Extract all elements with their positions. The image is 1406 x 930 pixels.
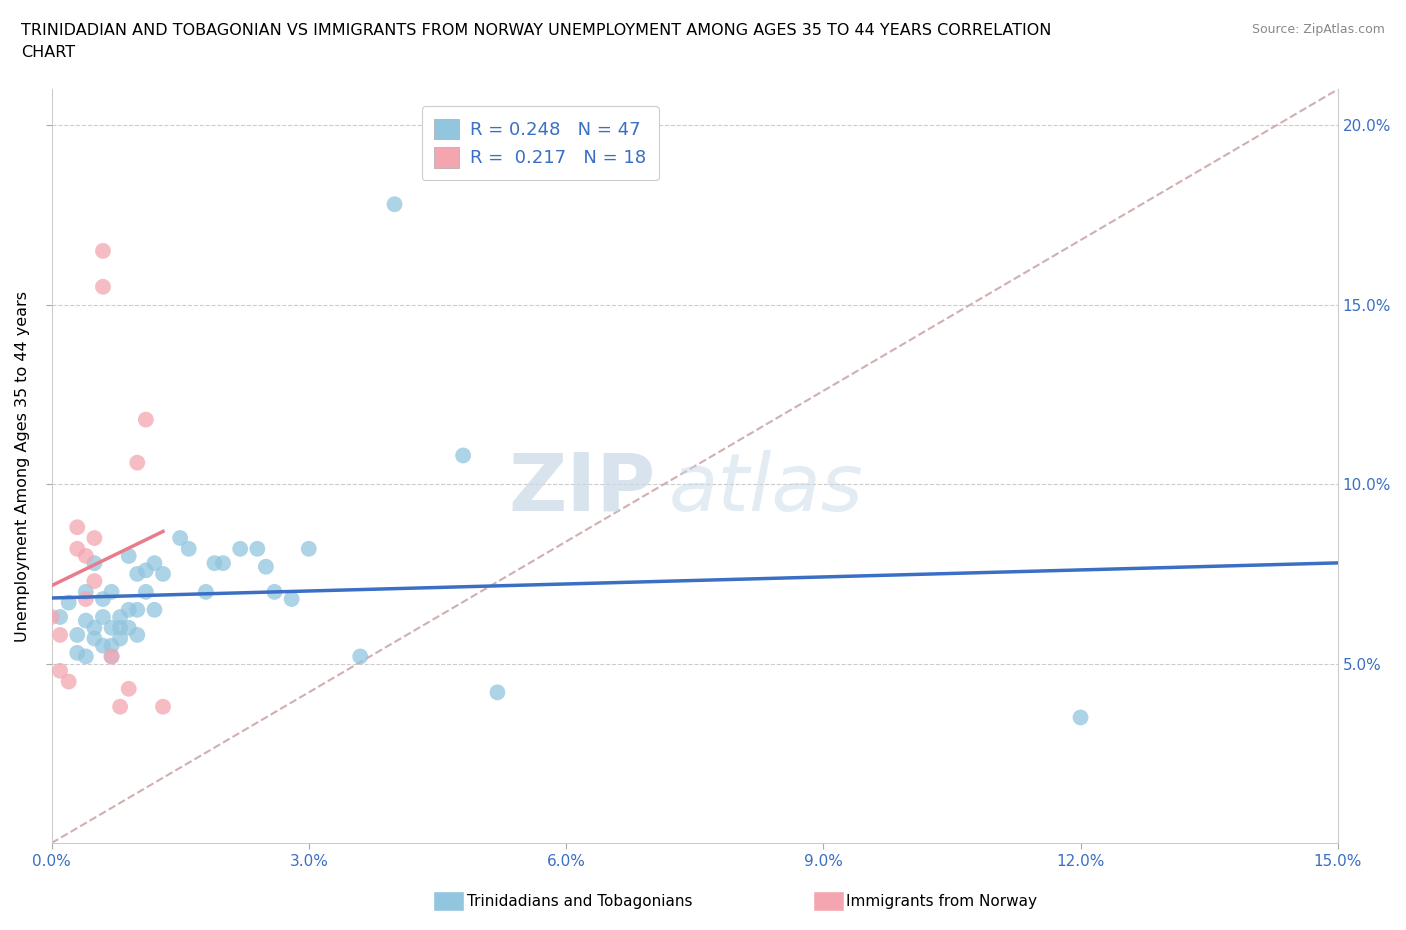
Point (127, 566, 149, 581)
Point (100, 620, 122, 635)
Point (108, 609, 131, 624)
Point (108, 620, 131, 635)
Point (91, 638, 114, 653)
Point (384, 197, 406, 212)
Point (204, 556, 226, 571)
Text: TRINIDADIAN AND TOBAGONIAN VS IMMIGRANTS FROM NORWAY UNEMPLOYMENT AMONG AGES 35 : TRINIDADIAN AND TOBAGONIAN VS IMMIGRANTS… (21, 23, 1052, 60)
Point (91, 244, 114, 259)
Point (91, 591, 114, 606)
Point (66, 541, 89, 556)
Point (49, 628, 72, 643)
Point (118, 549, 141, 564)
Point (83, 574, 105, 589)
Point (58, 674, 80, 689)
Point (118, 682, 141, 697)
Point (127, 628, 149, 643)
Point (118, 603, 141, 618)
Point (75, 591, 97, 606)
Point (127, 603, 149, 618)
Point (75, 549, 97, 564)
Point (66, 628, 89, 643)
Point (75, 649, 97, 664)
Point (49, 663, 72, 678)
Text: atlas: atlas (669, 450, 863, 528)
Point (246, 541, 269, 556)
Text: Immigrants from Norway: Immigrants from Norway (846, 894, 1038, 909)
Point (58, 595, 80, 610)
Point (75, 584, 97, 599)
Point (83, 556, 105, 571)
Point (118, 620, 141, 635)
Point (143, 603, 166, 618)
Legend: R = 0.248   N = 47, R =  0.217   N = 18: R = 0.248 N = 47, R = 0.217 N = 18 (422, 106, 659, 180)
Point (229, 541, 252, 556)
Point (83, 631, 105, 646)
Point (83, 531, 105, 546)
Text: Trinidadians and Tobagonians: Trinidadians and Tobagonians (467, 894, 692, 909)
Point (152, 566, 174, 581)
Point (169, 531, 191, 546)
Point (135, 584, 157, 599)
Point (66, 645, 89, 660)
Point (451, 448, 474, 463)
Point (349, 649, 371, 664)
Point (486, 684, 509, 699)
Point (194, 584, 217, 599)
Point (83, 620, 105, 635)
Point (177, 541, 200, 556)
Point (100, 649, 122, 664)
Point (100, 649, 122, 664)
Point (66, 520, 89, 535)
Point (212, 556, 235, 571)
Point (91, 609, 114, 624)
Point (1070, 710, 1092, 724)
Point (49, 609, 72, 624)
Point (108, 699, 131, 714)
Point (143, 556, 166, 571)
Point (41, 609, 63, 624)
Point (91, 279, 114, 294)
Y-axis label: Unemployment Among Ages 35 to 44 years: Unemployment Among Ages 35 to 44 years (15, 291, 30, 642)
Point (280, 591, 302, 606)
Text: ZIP: ZIP (509, 450, 657, 528)
Point (135, 412, 157, 427)
Point (100, 638, 122, 653)
Point (298, 541, 321, 556)
Point (127, 455, 149, 470)
Point (152, 699, 174, 714)
Point (263, 584, 285, 599)
Point (75, 613, 97, 628)
Point (108, 631, 131, 646)
Point (100, 584, 122, 599)
Point (135, 563, 157, 578)
Point (254, 559, 277, 574)
Text: Source: ZipAtlas.com: Source: ZipAtlas.com (1251, 23, 1385, 36)
